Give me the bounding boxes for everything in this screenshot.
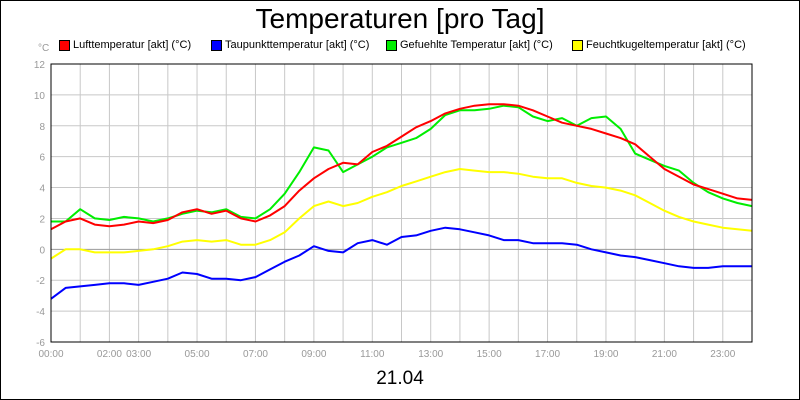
legend-label: Taupunkttemperatur [akt] (°C) bbox=[225, 39, 370, 51]
chart-title: Temperaturen [pro Tag] bbox=[255, 3, 545, 34]
y-unit-label: °C bbox=[38, 43, 50, 54]
y-tick-label: 6 bbox=[39, 153, 45, 164]
legend-label: Lufttemperatur [akt] (°C) bbox=[73, 39, 192, 51]
legend-item-taupunkttemperatur: Taupunkttemperatur [akt] (°C) bbox=[211, 39, 369, 51]
y-tick-label: -2 bbox=[36, 276, 45, 287]
y-tick-label: 0 bbox=[39, 245, 45, 256]
y-tick-label: 2 bbox=[39, 214, 45, 225]
x-tick-label: 02:00 bbox=[97, 349, 122, 360]
legend-swatch-red bbox=[59, 39, 70, 51]
x-tick-label: 07:00 bbox=[243, 349, 268, 360]
x-tick-label: 23:00 bbox=[710, 349, 735, 360]
legend-label: Gefuehlte Temperatur [akt] (°C) bbox=[400, 39, 553, 51]
legend-label: Feuchtkugeltemperatur [akt] (°C) bbox=[586, 39, 746, 51]
x-tick-label: 19:00 bbox=[593, 349, 618, 360]
y-tick-label: 4 bbox=[39, 184, 45, 195]
series-line-1 bbox=[50, 226, 752, 300]
series-line-3 bbox=[50, 168, 753, 260]
x-tick-label: 00:00 bbox=[38, 349, 63, 360]
date-label: 21.04 bbox=[376, 368, 424, 389]
legend-swatch-green bbox=[386, 39, 397, 51]
x-tick-label: 11:00 bbox=[360, 349, 385, 360]
x-tick-label: 03:00 bbox=[126, 349, 151, 360]
x-tick-label: 13:00 bbox=[418, 349, 443, 360]
legend-swatch-blue bbox=[211, 39, 222, 51]
series-line-2 bbox=[51, 104, 753, 223]
x-tick-label: 05:00 bbox=[185, 349, 210, 360]
y-tick-label: 12 bbox=[34, 60, 46, 71]
y-tick-label: 10 bbox=[34, 91, 46, 102]
legend-item-gefuehlte-temperatur: Gefuehlte Temperatur [akt] (°C) bbox=[386, 39, 553, 51]
legend-item-lufttemperatur: Lufttemperatur [akt] (°C) bbox=[59, 39, 191, 51]
x-tick-label: 21:00 bbox=[652, 349, 677, 360]
y-tick-label: 8 bbox=[39, 122, 45, 133]
x-tick-label: 17:00 bbox=[535, 349, 560, 360]
series-line-0 bbox=[50, 103, 753, 231]
legend-item-feuchtkugeltemperatur: Feuchtkugeltemperatur [akt] (°C) bbox=[572, 39, 746, 51]
x-tick-label: 09:00 bbox=[301, 349, 326, 360]
plot-border bbox=[50, 63, 753, 343]
y-tick-label: -6 bbox=[36, 338, 45, 349]
y-tick-label: -4 bbox=[36, 307, 45, 318]
x-tick-label: 15:00 bbox=[477, 349, 502, 360]
legend-swatch-yellow bbox=[572, 39, 583, 51]
